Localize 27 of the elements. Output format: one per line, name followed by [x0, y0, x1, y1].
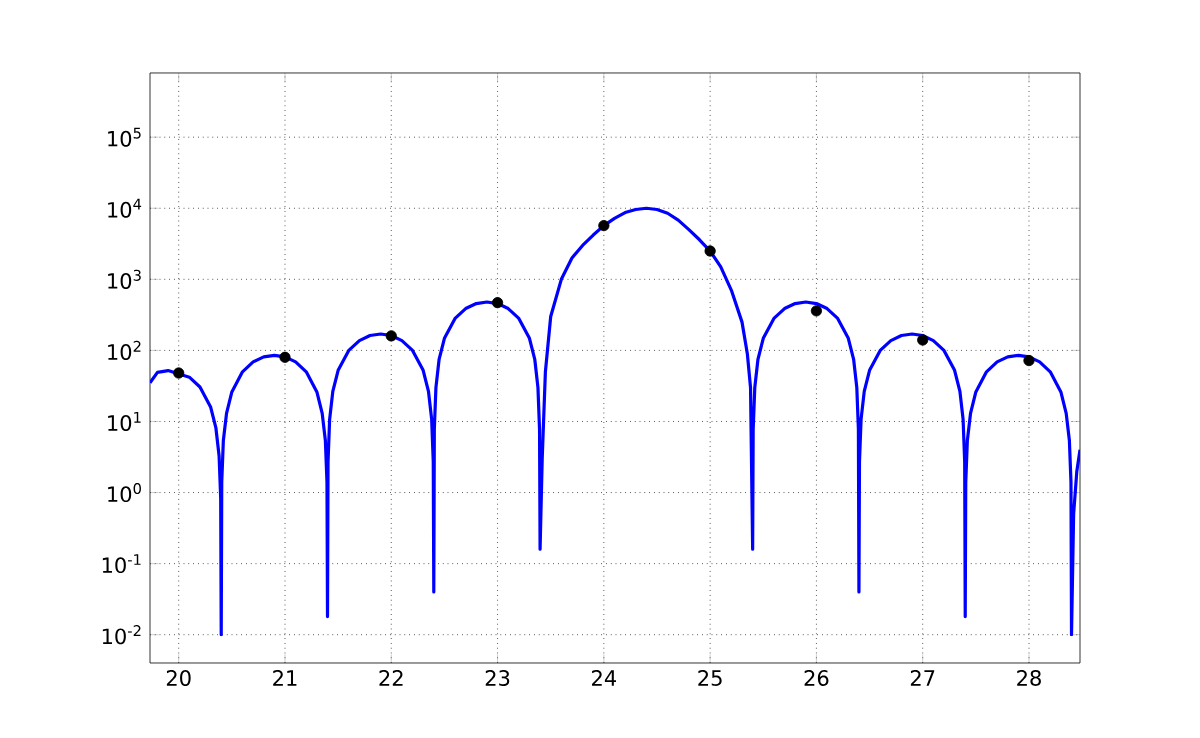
point	[704, 245, 716, 257]
x-tick-label: 24	[592, 670, 617, 686]
y-tick-label: 10$^{-1}$	[102, 554, 141, 574]
x-tick-label: 21	[273, 670, 297, 686]
y-tick-label: 10$^{-2}$	[102, 625, 141, 645]
point	[598, 220, 610, 232]
x-tick-label: 26	[804, 670, 829, 686]
y-tick-label: 10$^{4}$	[108, 198, 142, 218]
y-tick-label: 10$^{5}$	[108, 127, 141, 147]
point	[385, 330, 397, 342]
x-tick-label: 20	[166, 670, 191, 686]
y-tick-label: 10$^{1}$	[108, 411, 141, 431]
x-tick-label: 27	[910, 670, 935, 686]
x-tick-label: 25	[698, 670, 722, 686]
y-tick-label: 10$^{3}$	[108, 269, 141, 289]
x-tick-label: 22	[379, 670, 403, 686]
point	[1023, 354, 1035, 367]
point	[279, 351, 291, 363]
x-tick-label: 28	[1017, 670, 1041, 686]
line-series	[150, 206, 1081, 637]
y-tick-label: 10$^{0}$	[108, 482, 141, 503]
point	[810, 305, 823, 317]
point	[173, 367, 185, 379]
point	[491, 297, 504, 309]
y-tick-label: 10$^{2}$	[108, 340, 141, 360]
x-tick-label: 23	[485, 670, 510, 686]
point	[917, 334, 929, 346]
